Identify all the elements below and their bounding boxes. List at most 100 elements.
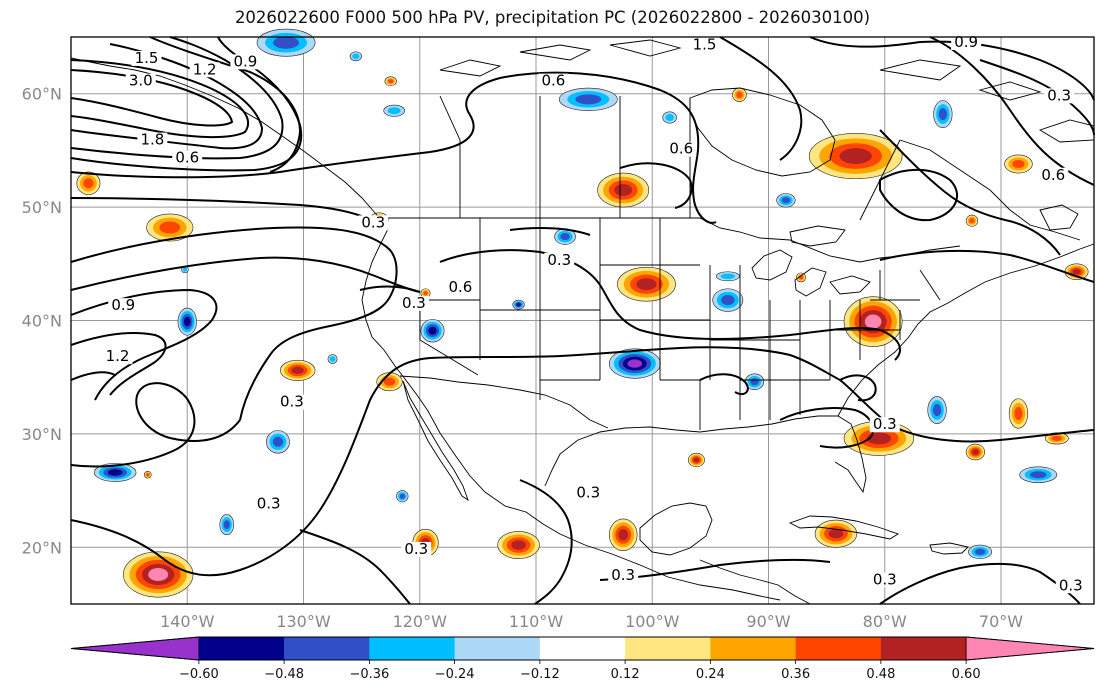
anomaly-blob [776,193,796,208]
anomaly-blob [965,214,979,227]
contour-label: 1.5 [689,35,720,53]
anomaly-blob [968,544,993,559]
colorbar-tick-label: 0.24 [696,667,725,682]
contour-label: 0.3 [608,566,639,584]
svg-text:0.3: 0.3 [404,540,428,558]
anomaly-blob [327,354,338,364]
pv-contour-1.2-pacific [70,332,167,396]
colorbar-extend-min [70,636,200,661]
lon-tick-label: 90°W [746,612,790,631]
contour-label: 0.9 [108,296,139,314]
contour-label: 1.2 [102,347,133,365]
map-panel: 1.5 1.2 0.9 3.0 1.8 0.6 0.3 0.6 0.3 0.9 1.2 0.3 0.3 0… [70,28,1095,605]
pv-contours [70,36,1095,605]
contour-label: 0.3 [1044,86,1075,104]
north-america-west-coast [361,228,781,601]
contour-label: 0.6 [172,149,203,167]
anomaly-blob [617,266,676,302]
anomaly-blob [808,133,903,180]
anomaly-blob [396,490,409,503]
lon-tick-label: 80°W [863,612,907,631]
anomaly-blob [1044,432,1069,445]
pv-contour-0.3-north [70,197,381,226]
contour-label: 0.9 [951,33,982,51]
labrador-coast [899,139,1081,241]
colorbar-band [795,637,882,660]
anomaly-blob [715,271,740,282]
anomaly-blob [265,430,290,454]
colorbar-band [284,637,370,660]
colorbar-tick-label: 0.12 [611,667,640,682]
svg-text:0.6: 0.6 [1041,166,1065,184]
colorbar-tick-label: 0.60 [952,667,981,682]
anomaly-blob [796,272,806,283]
colorbar-band [454,637,541,660]
pv-contour-0.3-southwest [299,529,411,605]
svg-text:0.9: 0.9 [111,296,135,314]
anomaly-blob [608,518,638,552]
colorbar-tick-labels: −0.60 −0.48 −0.36 −0.24 −0.12 0.12 0.24 0.36 0.4… [179,660,981,682]
svg-text:0.3: 0.3 [361,213,385,231]
contour-label: 0.3 [573,483,604,501]
pv-contour-0.9 [149,36,302,173]
arctic-islands [439,39,1095,143]
pv-contour-0.6-east [619,162,693,209]
anomaly-blob [814,519,858,548]
lat-tick-label: 60°N [22,85,62,104]
anomaly-blob [843,296,903,347]
contour-label: 0.3 [869,415,900,433]
pv-contour-1.5 [70,36,284,160]
svg-text:3.0: 3.0 [129,72,153,90]
contour-label: 1.8 [137,131,168,149]
longitude-tick-labels: 140°W 130°W 120°W 110°W 100°W 90°W 80°W 70°W [160,612,1023,631]
contour-label: 3.0 [125,72,156,90]
contour-label: 0.3 [869,571,900,589]
pv-contour-0.3-mexico [519,479,573,605]
pv-contour-2.4 [70,59,250,139]
lon-tick-label: 130°W [276,612,331,631]
svg-text:0.3: 0.3 [1059,576,1083,594]
contour-label: 0.3 [544,251,575,269]
anomaly-blob [383,104,405,117]
colorbar: −0.60 −0.48 −0.36 −0.24 −0.12 0.12 0.24 0.36 0.4… [70,636,1095,682]
anomaly-blob [219,514,235,536]
colorbar-extend-max [965,636,1095,661]
pv-contour-0.6-us [359,285,749,396]
anomaly-blob [933,100,953,129]
anomaly-blob [1004,154,1033,174]
map-frame [70,36,1095,605]
contour-label: 1.5 [131,49,162,67]
pv-contour-0.6-pacific [70,256,421,293]
anomaly-blob [687,452,705,468]
svg-text:0.3: 0.3 [547,251,571,269]
colorbar-band [539,637,626,660]
baja-california [402,380,469,502]
colorbar-band [880,637,967,660]
lat-tick-label: 50°N [22,198,62,217]
yucatan-peninsula [639,502,713,556]
svg-text:1.5: 1.5 [135,49,159,67]
anomaly-blob [744,373,765,390]
newfoundland [1039,204,1079,231]
hudson-bay [689,87,836,177]
colorbar-tick-label: −0.60 [179,667,219,682]
cuba [788,515,900,540]
colorbar-band [710,637,796,660]
colorbar-tick-label: −0.24 [435,667,475,682]
pv-contour-0.3-us [439,226,901,361]
anomaly-blob [597,172,650,208]
anomaly-blob [662,111,677,124]
anomaly-blob [420,319,445,343]
svg-text:0.3: 0.3 [1047,86,1071,104]
anomaly-blob [76,171,101,195]
anomaly-blob [497,531,540,559]
anomaly-blob [554,228,576,245]
atlantic-coast [837,243,1095,417]
anomaly-blob [732,87,747,102]
state-lines-east [829,269,941,380]
anomaly-blob [712,288,744,312]
pv-contour-0.6-canada-east [929,36,1095,186]
svg-text:1.5: 1.5 [693,35,717,53]
svg-text:1.2: 1.2 [106,347,130,365]
great-lakes [751,225,871,297]
